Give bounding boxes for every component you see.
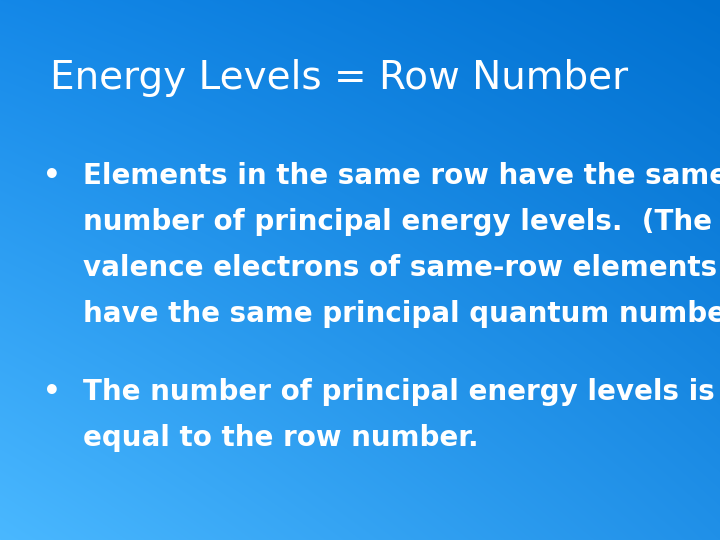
Text: number of principal energy levels.  (The: number of principal energy levels. (The [83, 208, 712, 236]
Text: Energy Levels = Row Number: Energy Levels = Row Number [50, 59, 629, 97]
Text: have the same principal quantum number.): have the same principal quantum number.) [83, 300, 720, 328]
Text: valence electrons of same-row elements: valence electrons of same-row elements [83, 254, 717, 282]
Text: •: • [43, 162, 61, 190]
Text: The number of principal energy levels is: The number of principal energy levels is [83, 378, 714, 406]
Text: Elements in the same row have the same: Elements in the same row have the same [83, 162, 720, 190]
Text: •: • [43, 378, 61, 406]
Text: equal to the row number.: equal to the row number. [83, 424, 478, 452]
